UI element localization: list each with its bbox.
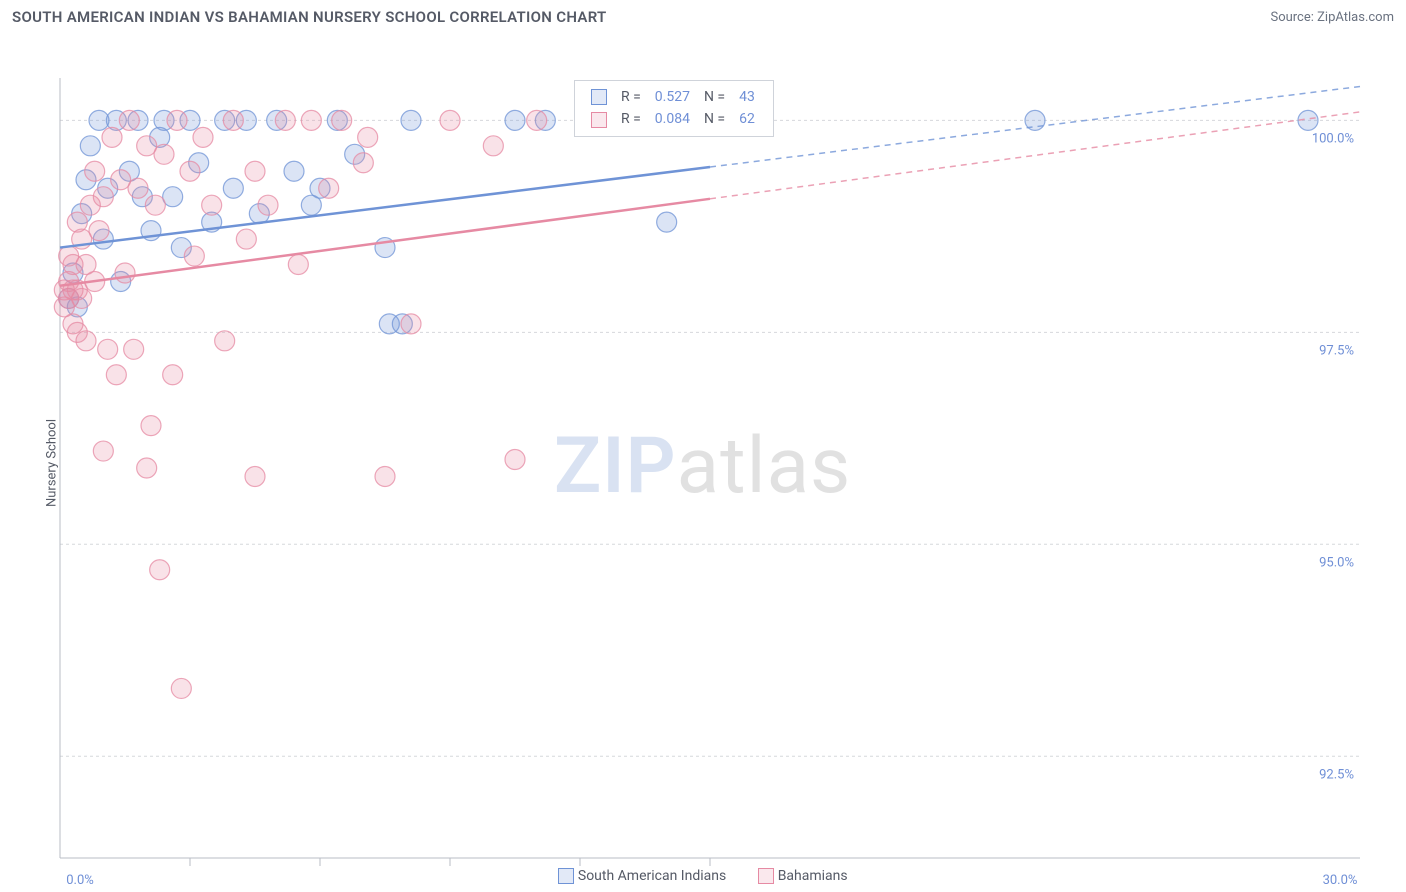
data-point [106, 365, 126, 385]
legend-item: Bahamians [758, 868, 847, 884]
data-point [137, 458, 157, 478]
legend-swatch [591, 112, 607, 128]
data-point [171, 678, 191, 698]
data-point [288, 255, 308, 275]
data-point [124, 339, 144, 359]
data-point [215, 331, 235, 351]
source-label: Source: ZipAtlas.com [1270, 10, 1394, 25]
data-point [353, 153, 373, 173]
data-point [440, 110, 460, 130]
legend-item: South American Indians [558, 868, 726, 884]
legend-swatch [591, 89, 607, 105]
n-label: N = [698, 109, 731, 129]
data-point [401, 110, 421, 130]
n-value: 43 [733, 87, 761, 107]
data-point [180, 161, 200, 181]
plot-area: Nursery School 92.5%95.0%97.5%100.0%0.0%… [10, 38, 1396, 888]
data-point [93, 441, 113, 461]
data-point [332, 110, 352, 130]
regression-line-extrapolated [710, 86, 1360, 167]
data-point [102, 127, 122, 147]
n-value: 62 [733, 109, 761, 129]
data-point [154, 144, 174, 164]
data-point [483, 136, 503, 156]
data-point [258, 195, 278, 215]
data-point [150, 560, 170, 580]
legend-label: South American Indians [578, 868, 726, 884]
data-point [163, 365, 183, 385]
data-point [245, 466, 265, 486]
data-point [141, 416, 161, 436]
y-tick-label: 95.0% [1319, 555, 1354, 570]
chart-svg: 92.5%95.0%97.5%100.0%0.0%30.0% [10, 38, 1400, 888]
data-point [505, 110, 525, 130]
data-point [401, 314, 421, 334]
chart-header: SOUTH AMERICAN INDIAN VS BAHAMIAN NURSER… [0, 0, 1406, 34]
data-point [193, 127, 213, 147]
y-tick-label: 100.0% [1312, 131, 1354, 146]
y-tick-label: 97.5% [1319, 343, 1354, 358]
data-point [375, 466, 395, 486]
r-label: R = [615, 109, 647, 129]
legend-swatch [558, 868, 574, 884]
y-axis-title: Nursery School [45, 419, 60, 507]
stats-row: R =0.527N =43 [585, 87, 761, 107]
n-label: N = [698, 87, 731, 107]
data-point [202, 195, 222, 215]
data-point [184, 246, 204, 266]
data-point [527, 110, 547, 130]
data-point [358, 127, 378, 147]
legend-swatch [758, 868, 774, 884]
r-value: 0.084 [649, 109, 696, 129]
data-point [89, 221, 109, 241]
r-label: R = [615, 87, 647, 107]
data-point [275, 110, 295, 130]
data-point [80, 136, 100, 156]
stats-table: R =0.527N =43R =0.084N =62 [583, 85, 763, 132]
data-point [145, 195, 165, 215]
data-point [72, 288, 92, 308]
data-point [223, 178, 243, 198]
chart-title: SOUTH AMERICAN INDIAN VS BAHAMIAN NURSER… [12, 8, 607, 26]
data-point [245, 161, 265, 181]
y-tick-label: 92.5% [1319, 767, 1354, 782]
data-point [223, 110, 243, 130]
data-point [657, 212, 677, 232]
stats-legend: R =0.527N =43R =0.084N =62 [574, 80, 774, 137]
data-point [505, 450, 525, 470]
data-point [98, 339, 118, 359]
data-point [128, 178, 148, 198]
r-value: 0.527 [649, 87, 696, 107]
data-point [319, 178, 339, 198]
data-point [93, 187, 113, 207]
data-point [115, 263, 135, 283]
data-point [85, 161, 105, 181]
data-point [301, 110, 321, 130]
data-point [236, 229, 256, 249]
data-point [284, 161, 304, 181]
data-point [119, 110, 139, 130]
data-point [76, 331, 96, 351]
series-legend: South American Indians Bahamians [0, 868, 1406, 884]
legend-label: Bahamians [778, 868, 848, 884]
stats-row: R =0.084N =62 [585, 109, 761, 129]
data-point [167, 110, 187, 130]
